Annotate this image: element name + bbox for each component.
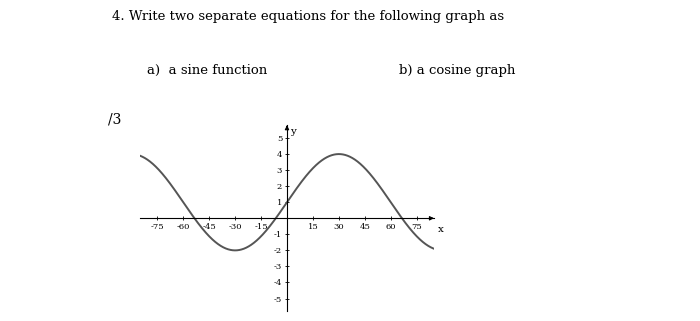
Text: x: x xyxy=(438,225,443,234)
Text: a)  a sine function: a) a sine function xyxy=(147,64,267,77)
Text: b) a cosine graph: b) a cosine graph xyxy=(399,64,515,77)
Text: /3: /3 xyxy=(108,112,122,126)
Text: y: y xyxy=(290,127,295,136)
Text: 4. Write two separate equations for the following graph as: 4. Write two separate equations for the … xyxy=(112,10,504,22)
